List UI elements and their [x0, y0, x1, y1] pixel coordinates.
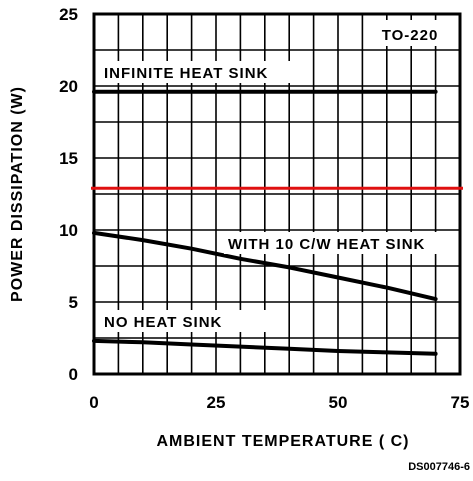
y-tick-label: 20 [59, 77, 78, 96]
x-tick-label: 50 [329, 393, 348, 412]
series-label-infinite: INFINITE HEAT SINK [104, 65, 268, 82]
x-tick-label: 25 [207, 393, 226, 412]
series-line-no-heat-sink [92, 338, 438, 356]
package-label: TO-220 [382, 27, 439, 44]
series-line-with-10cw-heat-sink [92, 230, 438, 302]
y-tick-label: 10 [59, 221, 78, 240]
series-layer [92, 89, 438, 356]
y-axis-title: POWER DISSIPATION (W) [9, 86, 26, 302]
x-tick-label: 75 [451, 393, 470, 412]
y-tick-label: 5 [69, 293, 78, 312]
x-axis-title: AMBIENT TEMPERATURE ( C) [156, 433, 409, 450]
y-tick-label: 25 [59, 5, 78, 24]
y-tick-label: 15 [59, 149, 78, 168]
series-label-with-10cw: WITH 10 C/W HEAT SINK [228, 236, 425, 253]
document-id: DS007746-6 [408, 461, 470, 473]
with10-label-bg [224, 232, 452, 254]
plot-frame [92, 12, 462, 376]
series-label-no-heat-sink: NO HEAT SINK [104, 314, 222, 331]
package-label-bg [372, 20, 448, 46]
y-tick-label: 0 [69, 365, 78, 384]
noheat-label-bg [100, 310, 270, 332]
x-tick-label: 0 [89, 393, 98, 412]
tick-labels: 0 5 10 15 20 25 0 25 50 75 [59, 5, 469, 412]
infinite-label-bg [100, 61, 306, 83]
